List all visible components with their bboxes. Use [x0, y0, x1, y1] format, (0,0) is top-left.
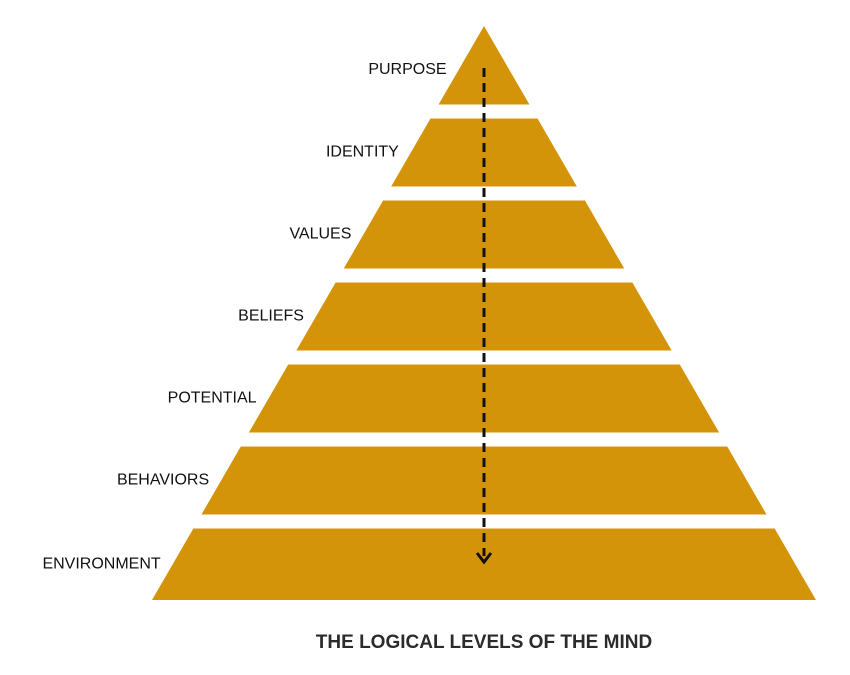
level-label: BELIEFS	[238, 308, 304, 325]
level-band	[438, 26, 530, 105]
caption: THE LOGICAL LEVELS OF THE MIND	[316, 632, 652, 653]
arrow-head	[475, 552, 493, 565]
level-label: ENVIRONMENT	[42, 555, 160, 572]
level-label: PURPOSE	[368, 61, 446, 78]
levels: PURPOSE IDENTITY VALUES BELIEFS POTENTIAL BEH…	[42, 26, 816, 600]
level-label: BEHAVIORS	[117, 472, 209, 489]
level-band	[391, 118, 577, 187]
level-label: IDENTITY	[326, 144, 399, 161]
level-label: POTENTIAL	[168, 390, 257, 407]
level-label: VALUES	[289, 226, 351, 243]
